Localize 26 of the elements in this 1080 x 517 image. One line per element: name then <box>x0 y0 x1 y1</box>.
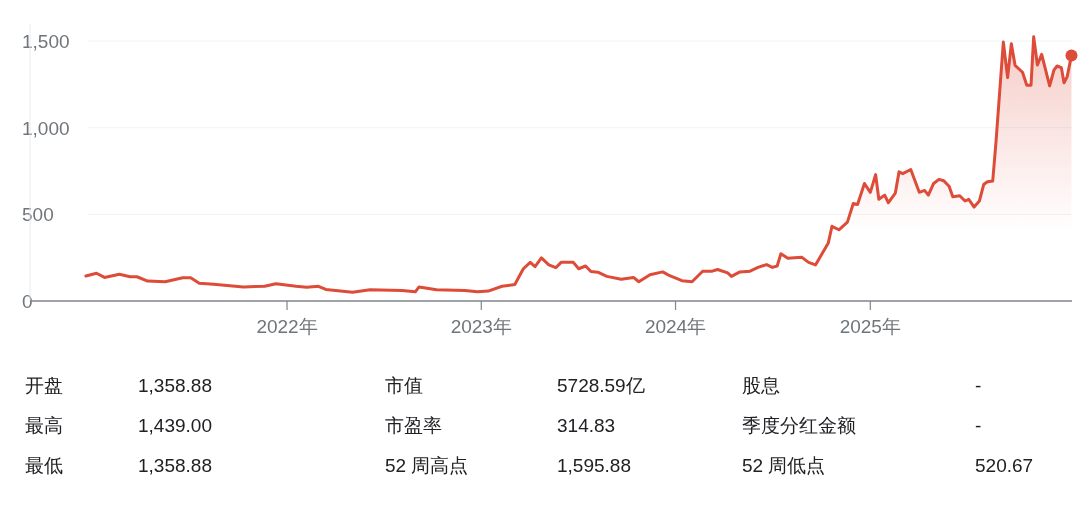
text: 股息 <box>742 375 780 396</box>
x-tick-label: 2022年 <box>256 316 318 337</box>
text: 市盈率 <box>385 415 442 436</box>
text: 314.83 <box>557 415 616 436</box>
text: 1,358.88 <box>138 455 212 476</box>
x-tick-label: 2024年 <box>644 316 707 337</box>
text: 市值 <box>385 375 423 396</box>
text: 1,439.00 <box>138 415 212 436</box>
text: 开盘 <box>25 375 63 396</box>
text: - <box>975 415 982 436</box>
y-tick-label: 1,500 <box>22 31 70 53</box>
text: 季度分红金额 <box>742 415 856 436</box>
x-tick-label: 2023年 <box>450 316 512 337</box>
text: 最高 <box>25 415 63 436</box>
text: 1,358.88 <box>138 375 212 396</box>
text: 1,595.88 <box>557 455 631 476</box>
text: 52 周高点 <box>385 455 469 476</box>
y-tick-label: 1,000 <box>22 117 70 139</box>
text: 5728.59亿 <box>557 375 645 396</box>
text: - <box>975 375 982 396</box>
y-tick-label: 0 <box>22 291 33 312</box>
text: 最低 <box>25 455 63 476</box>
text: 52 周低点 <box>742 455 826 476</box>
x-tick-label: 2025年 <box>839 316 901 337</box>
y-tick-label: 500 <box>22 204 54 226</box>
text: 520.67 <box>975 455 1034 476</box>
